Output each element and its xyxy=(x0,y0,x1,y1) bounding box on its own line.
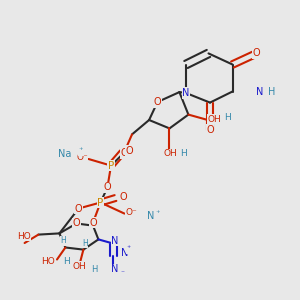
Text: H: H xyxy=(63,256,69,266)
Text: Na: Na xyxy=(147,211,160,221)
Text: HO: HO xyxy=(17,232,31,241)
Text: O: O xyxy=(125,146,133,156)
Text: N: N xyxy=(111,264,118,274)
Text: O: O xyxy=(206,124,214,135)
Text: N: N xyxy=(121,248,128,258)
Text: H: H xyxy=(268,86,275,97)
Text: N: N xyxy=(256,86,263,97)
Text: P: P xyxy=(108,160,114,171)
Text: H: H xyxy=(224,113,230,122)
Text: OH: OH xyxy=(72,262,86,271)
Text: O: O xyxy=(75,203,83,214)
Text: O: O xyxy=(154,97,161,107)
Text: OH: OH xyxy=(207,115,221,124)
Text: O: O xyxy=(120,148,128,158)
Text: H: H xyxy=(60,236,66,245)
Text: O: O xyxy=(103,182,111,193)
Text: Na: Na xyxy=(58,148,71,159)
Text: N: N xyxy=(111,236,118,246)
Text: HO: HO xyxy=(41,256,55,266)
Text: O: O xyxy=(73,218,80,229)
Text: ⁺: ⁺ xyxy=(155,209,160,218)
Text: H: H xyxy=(91,266,97,274)
Text: OH: OH xyxy=(163,149,177,158)
Text: H: H xyxy=(82,238,88,247)
Text: ⁻: ⁻ xyxy=(120,268,124,278)
Text: O: O xyxy=(119,191,127,202)
Text: ⁺: ⁺ xyxy=(126,244,130,253)
Text: O: O xyxy=(253,48,260,59)
Text: O⁻: O⁻ xyxy=(126,208,138,217)
Text: P: P xyxy=(98,197,103,208)
Text: O: O xyxy=(89,218,97,228)
Text: N: N xyxy=(182,88,190,98)
Text: O⁻: O⁻ xyxy=(76,153,88,162)
Text: ⁺: ⁺ xyxy=(79,146,83,155)
Text: H: H xyxy=(180,149,187,158)
